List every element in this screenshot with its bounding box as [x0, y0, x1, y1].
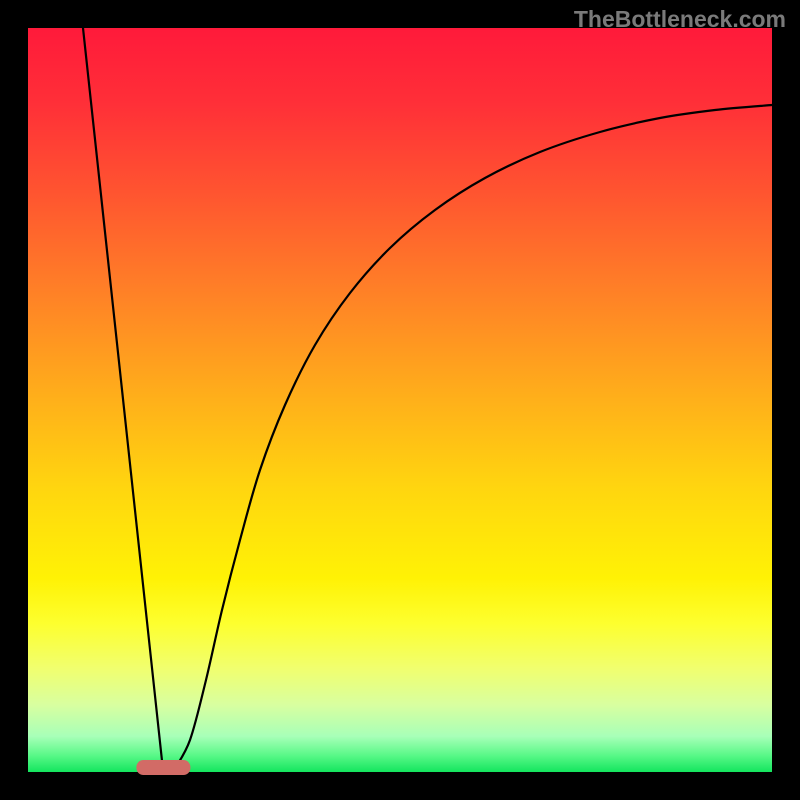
watermark-text: TheBottleneck.com [574, 6, 786, 33]
bottleneck-chart: TheBottleneck.com [0, 0, 800, 800]
chart-svg [0, 0, 800, 800]
